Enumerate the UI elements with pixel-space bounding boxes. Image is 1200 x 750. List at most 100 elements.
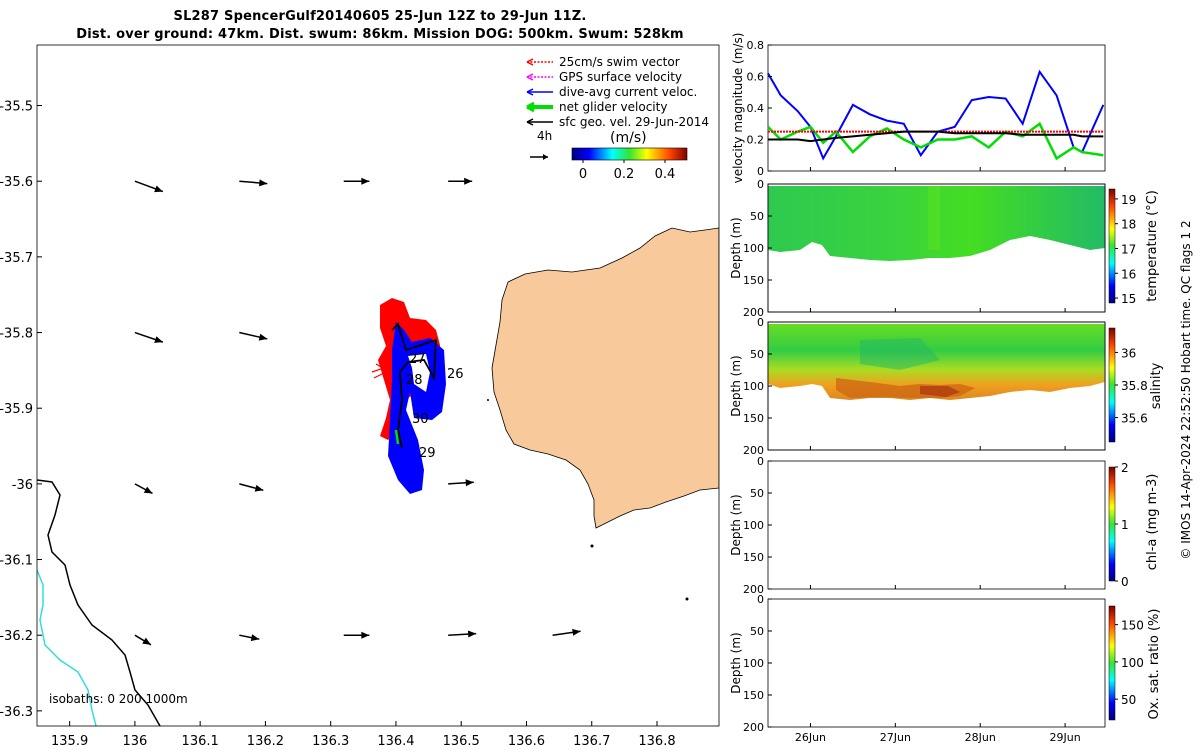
legend-sfc-geo: sfc geo. vel. 29-Jun-2014 xyxy=(559,115,709,129)
velocity-series-1 xyxy=(767,121,1104,161)
chla-colorbar-ticks: 0 1 2 xyxy=(1115,461,1129,589)
velocity-y-ticks: 0 0.2 0.4 0.6 0.8 xyxy=(747,39,772,178)
oxsat-ylabel: Depth (m) xyxy=(729,632,743,693)
oxsat-colorbar-ticks: 50 100 150 xyxy=(1115,619,1144,707)
map-y-tick-label-3: -35.8 xyxy=(0,327,33,342)
geostrophic-arrows xyxy=(134,177,581,646)
map-y-tick-label-1: -35.6 xyxy=(0,175,33,190)
net-velocity-track xyxy=(394,429,400,445)
velocity-panel: 0 0.2 0.4 0.6 0.8 velocity magnitude (m/s) xyxy=(731,33,1106,184)
vel-tick-label-1: 0.2 xyxy=(747,134,765,147)
geo-arrowhead-7 xyxy=(254,484,264,492)
map-colorbar: (m/s) 0 0.2 0.4 xyxy=(571,130,688,182)
colorbar-tick-2: 0.4 xyxy=(655,167,676,182)
sal-tick-label-3: 150 xyxy=(743,412,764,425)
chl-cbar-label-2: 2 xyxy=(1121,461,1129,475)
velocity-ylabel: velocity magnitude (m/s) xyxy=(731,33,745,184)
geo-arrowhead-12 xyxy=(467,630,477,638)
geo-arrowhead-8 xyxy=(465,479,474,487)
geo-arrowhead-9 xyxy=(142,637,151,645)
time-tick-label-2: 28Jun xyxy=(965,731,996,744)
map-x-tick-label-7: 136.6 xyxy=(508,734,545,749)
salinity-ylabel: Depth (m) xyxy=(729,355,743,416)
vel-tick-label-3: 0.6 xyxy=(747,71,765,84)
map-x-tick-label-1: 136 xyxy=(122,734,147,749)
oxsat-cbar-label: Ox. sat. ratio (%) xyxy=(1147,609,1162,720)
chl-tick-label-3: 150 xyxy=(743,551,764,564)
title-line-1: SL287 SpencerGulf20140605 25-Jun 12Z to … xyxy=(173,9,587,24)
map-x-tick-label-2: 136.1 xyxy=(182,734,219,749)
velocity-series-3 xyxy=(768,130,1104,143)
ox-tick-label-0: 0 xyxy=(757,593,764,606)
geo-arrowhead-13 xyxy=(572,628,581,636)
colorbar-tick-1: 0.2 xyxy=(614,167,635,182)
chla-cbar-label: chl-a (mg m-3) xyxy=(1145,474,1160,571)
sal-cbar-label-0: 35.6 xyxy=(1121,412,1148,426)
day-label-29: 29 xyxy=(419,446,436,461)
map-y-tick-label-0: -35.5 xyxy=(0,100,33,115)
ox-tick-label-3: 150 xyxy=(743,689,764,702)
day-label-28: 28 xyxy=(406,373,423,388)
sal-tick-label-4: 200 xyxy=(743,444,764,457)
sal-tick-label-1: 50 xyxy=(750,348,764,361)
geo-arrowhead-5 xyxy=(258,333,268,341)
temp-cbar-label-3: 18 xyxy=(1121,218,1136,232)
map-x-ticks: 135.9 136 136.1 136.2 136.3 136.4 136.5 136.6 13… xyxy=(51,721,676,749)
chla-ylabel: Depth (m) xyxy=(729,494,743,555)
temp-tick-label-3: 150 xyxy=(743,274,764,287)
vel-tick-label-4: 0.8 xyxy=(747,39,765,52)
legend-swim-vector: 25cm/s swim vector xyxy=(559,55,680,69)
map-y-tick-label-2: -35.7 xyxy=(0,251,33,266)
ox-tick-label-4: 200 xyxy=(743,721,764,734)
map-y-tick-label-7: -36.2 xyxy=(0,629,33,644)
oxsat-y-ticks: 0 50 100 150 200 xyxy=(743,593,772,734)
ox-cbar-label-1: 100 xyxy=(1121,656,1144,670)
temp-cbar-label-4: 19 xyxy=(1121,193,1136,207)
temperature-colorbar-ticks: 15 16 17 18 19 xyxy=(1115,193,1136,306)
chl-tick-label-2: 100 xyxy=(743,519,764,532)
salinity-panel: 0 50 100 150 200 Depth (m) 35.6 35.8 36 salini… xyxy=(729,316,1164,457)
salinity-colorbar-ticks: 35.6 35.8 36 xyxy=(1115,346,1148,426)
temperature-ylabel: Depth (m) xyxy=(729,217,743,278)
day-label-26: 26 xyxy=(447,367,464,382)
chla-colorbar xyxy=(1108,466,1116,582)
geo-arrowhead-10 xyxy=(250,634,260,642)
geo-arrowhead-3 xyxy=(464,177,473,185)
temperature-y-ticks: 0 50 100 150 200 xyxy=(743,178,772,319)
salinity-y-ticks: 0 50 100 150 200 xyxy=(743,316,772,457)
map-x-tick-label-5: 136.4 xyxy=(377,734,414,749)
current-track xyxy=(388,322,446,494)
velocity-series xyxy=(767,69,1105,161)
temp-tick-label-0: 0 xyxy=(757,178,764,191)
temp-cbar-label-2: 17 xyxy=(1121,242,1136,256)
map-x-tick-label-9: 136.8 xyxy=(638,734,675,749)
temp-tick-label-2: 100 xyxy=(743,242,764,255)
legend-net-glider: net glider velocity xyxy=(559,100,667,114)
sal-tick-label-2: 100 xyxy=(743,380,764,393)
colorbar-tick-0: 0 xyxy=(579,167,587,182)
map-y-tick-label-5: -36 xyxy=(12,478,33,493)
temp-tick-label-4: 200 xyxy=(743,306,764,319)
salinity-cbar-label: salinity xyxy=(1149,362,1164,409)
vel-tick-label-0: 0 xyxy=(757,165,764,178)
temperature-panel: 0 50 100 150 200 Depth (m) 15 16 17 18 19 temper… xyxy=(729,178,1160,319)
ox-cbar-label-0: 50 xyxy=(1121,693,1136,707)
map-x-tick-label-6: 136.5 xyxy=(443,734,480,749)
map-y-tick-label-8: -36.3 xyxy=(0,705,33,720)
land-mass xyxy=(491,227,719,529)
salinity-colorbar xyxy=(1108,327,1116,443)
map-y-ticks: -35.5 -35.6 -35.7 -35.8 -35.9 -36 -36.1 -36.2 -3… xyxy=(0,100,42,720)
geo-arrowhead-1 xyxy=(259,179,268,187)
temp-tick-label-1: 50 xyxy=(750,210,764,223)
map-x-tick-label-4: 136.3 xyxy=(312,734,349,749)
temp-cbar-label-0: 15 xyxy=(1121,292,1136,306)
map-frame xyxy=(36,44,720,727)
map-y-tick-label-4: -35.9 xyxy=(0,402,33,417)
chl-tick-label-0: 0 xyxy=(757,455,764,468)
chl-tick-label-4: 200 xyxy=(743,583,764,596)
temperature-colorbar xyxy=(1108,188,1116,304)
red-arrowhead xyxy=(371,363,387,379)
scale-label: 4h xyxy=(537,129,552,143)
oxsat-colorbar xyxy=(1108,605,1116,721)
